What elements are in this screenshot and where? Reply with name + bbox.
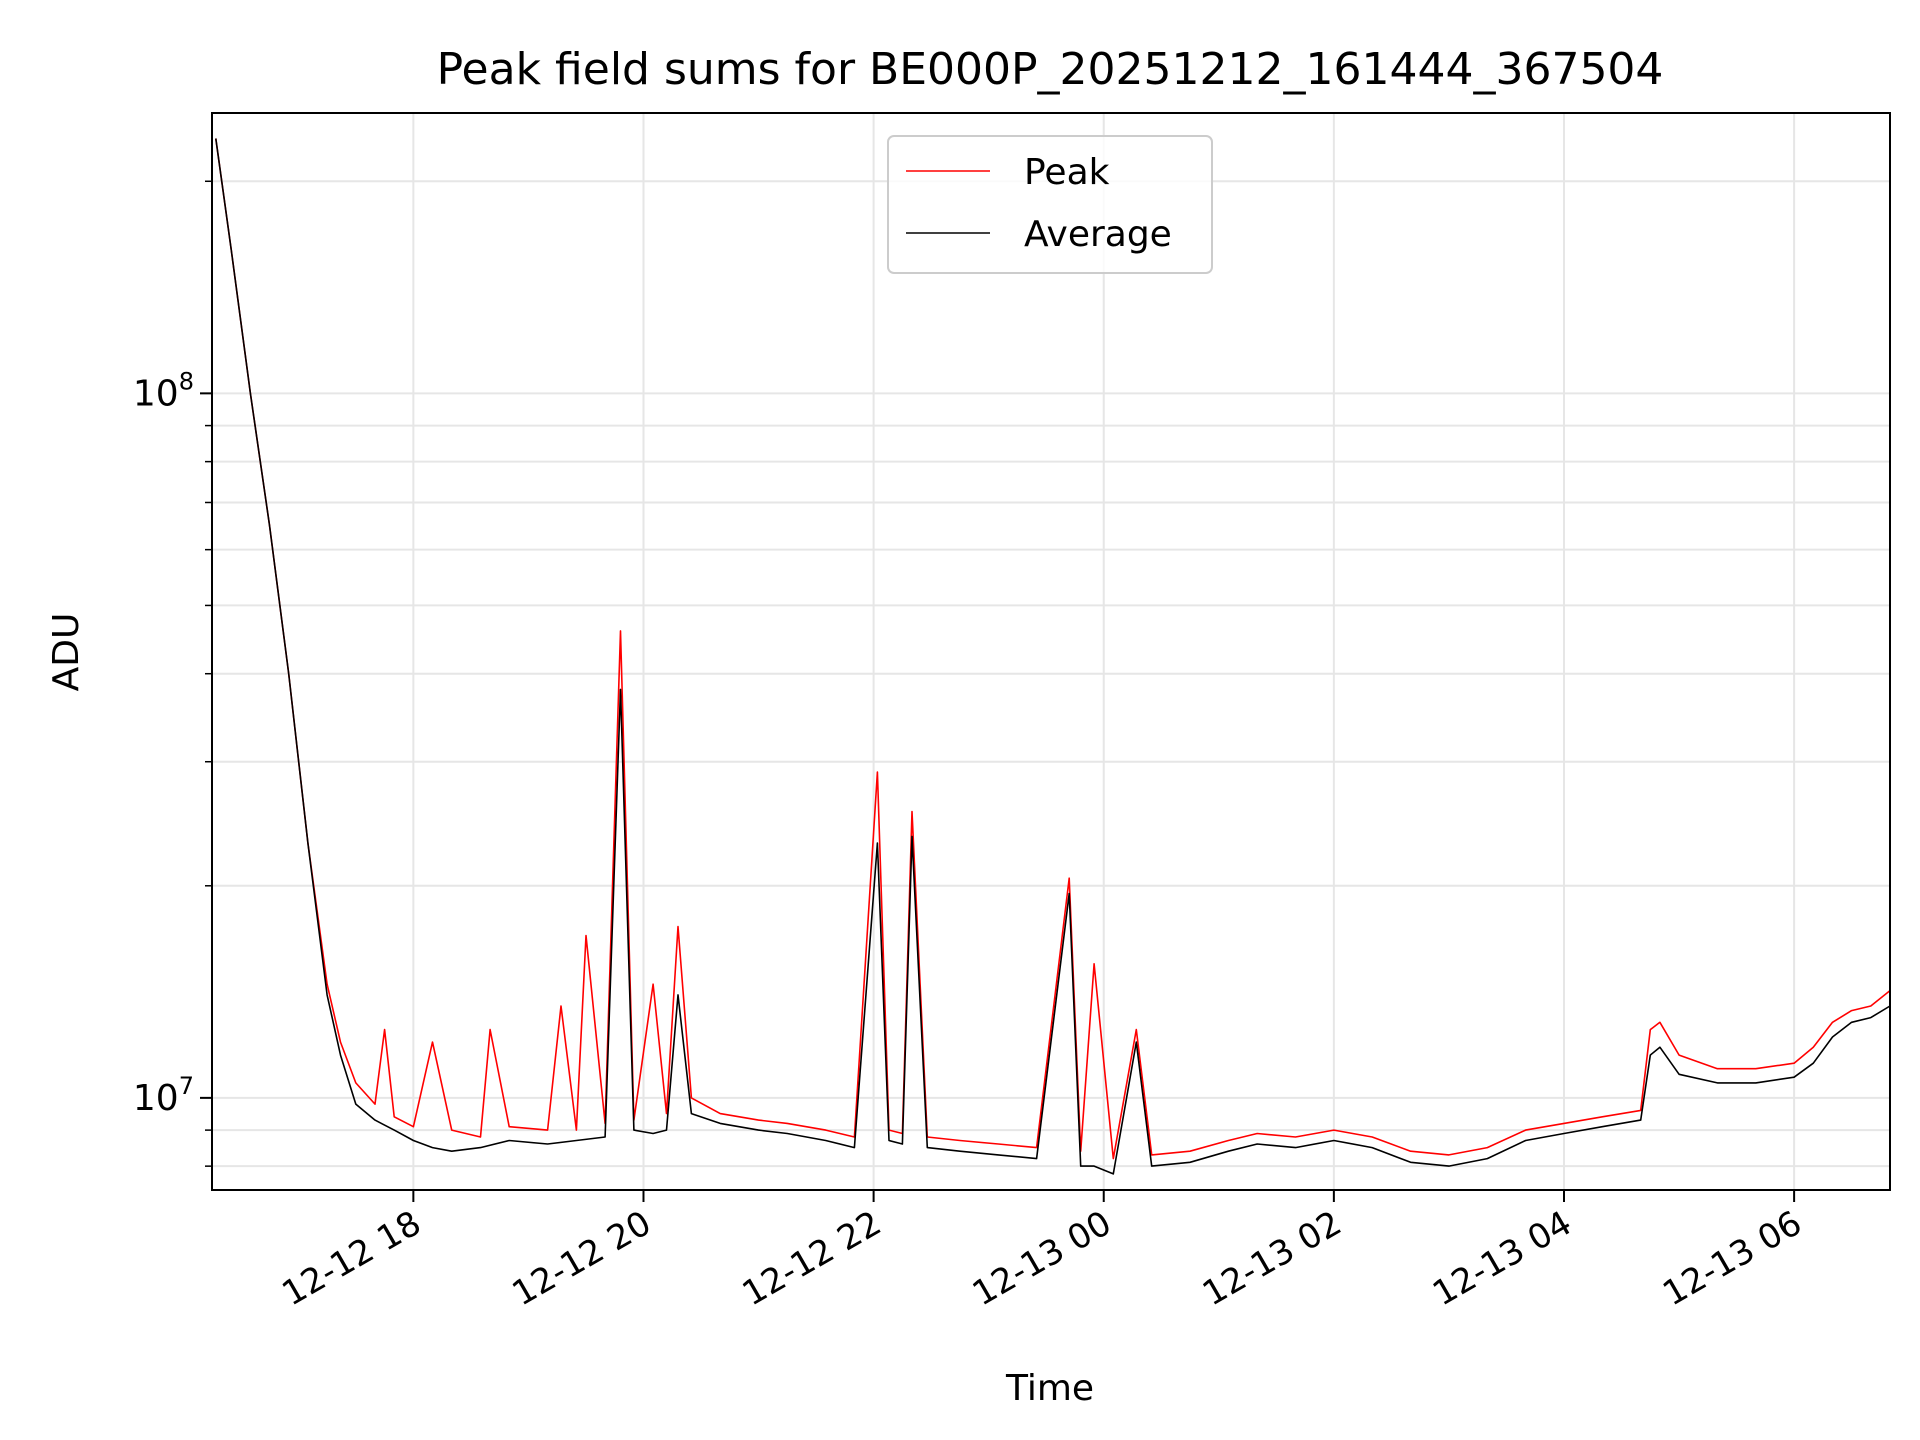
x-axis-label: Time [1005, 1368, 1094, 1409]
legend-label-average: Average [1024, 214, 1172, 255]
y-axis-label: ADU [46, 613, 87, 692]
y-tick-label: 108 [133, 367, 194, 414]
plot-frame [211, 112, 1891, 1191]
legend-label-peak: Peak [1024, 152, 1110, 193]
grid [212, 113, 1890, 1190]
series-line-average [215, 138, 1890, 1175]
y-tick-label: 107 [133, 1072, 194, 1119]
series-line-peak [215, 138, 1890, 1160]
series-layer [215, 138, 1890, 1175]
legend: Peak Average [887, 135, 1213, 274]
y-axis: 107 108 [133, 180, 212, 1167]
chart-title: Peak field sums for BE000P_20251212_1614… [437, 44, 1664, 95]
